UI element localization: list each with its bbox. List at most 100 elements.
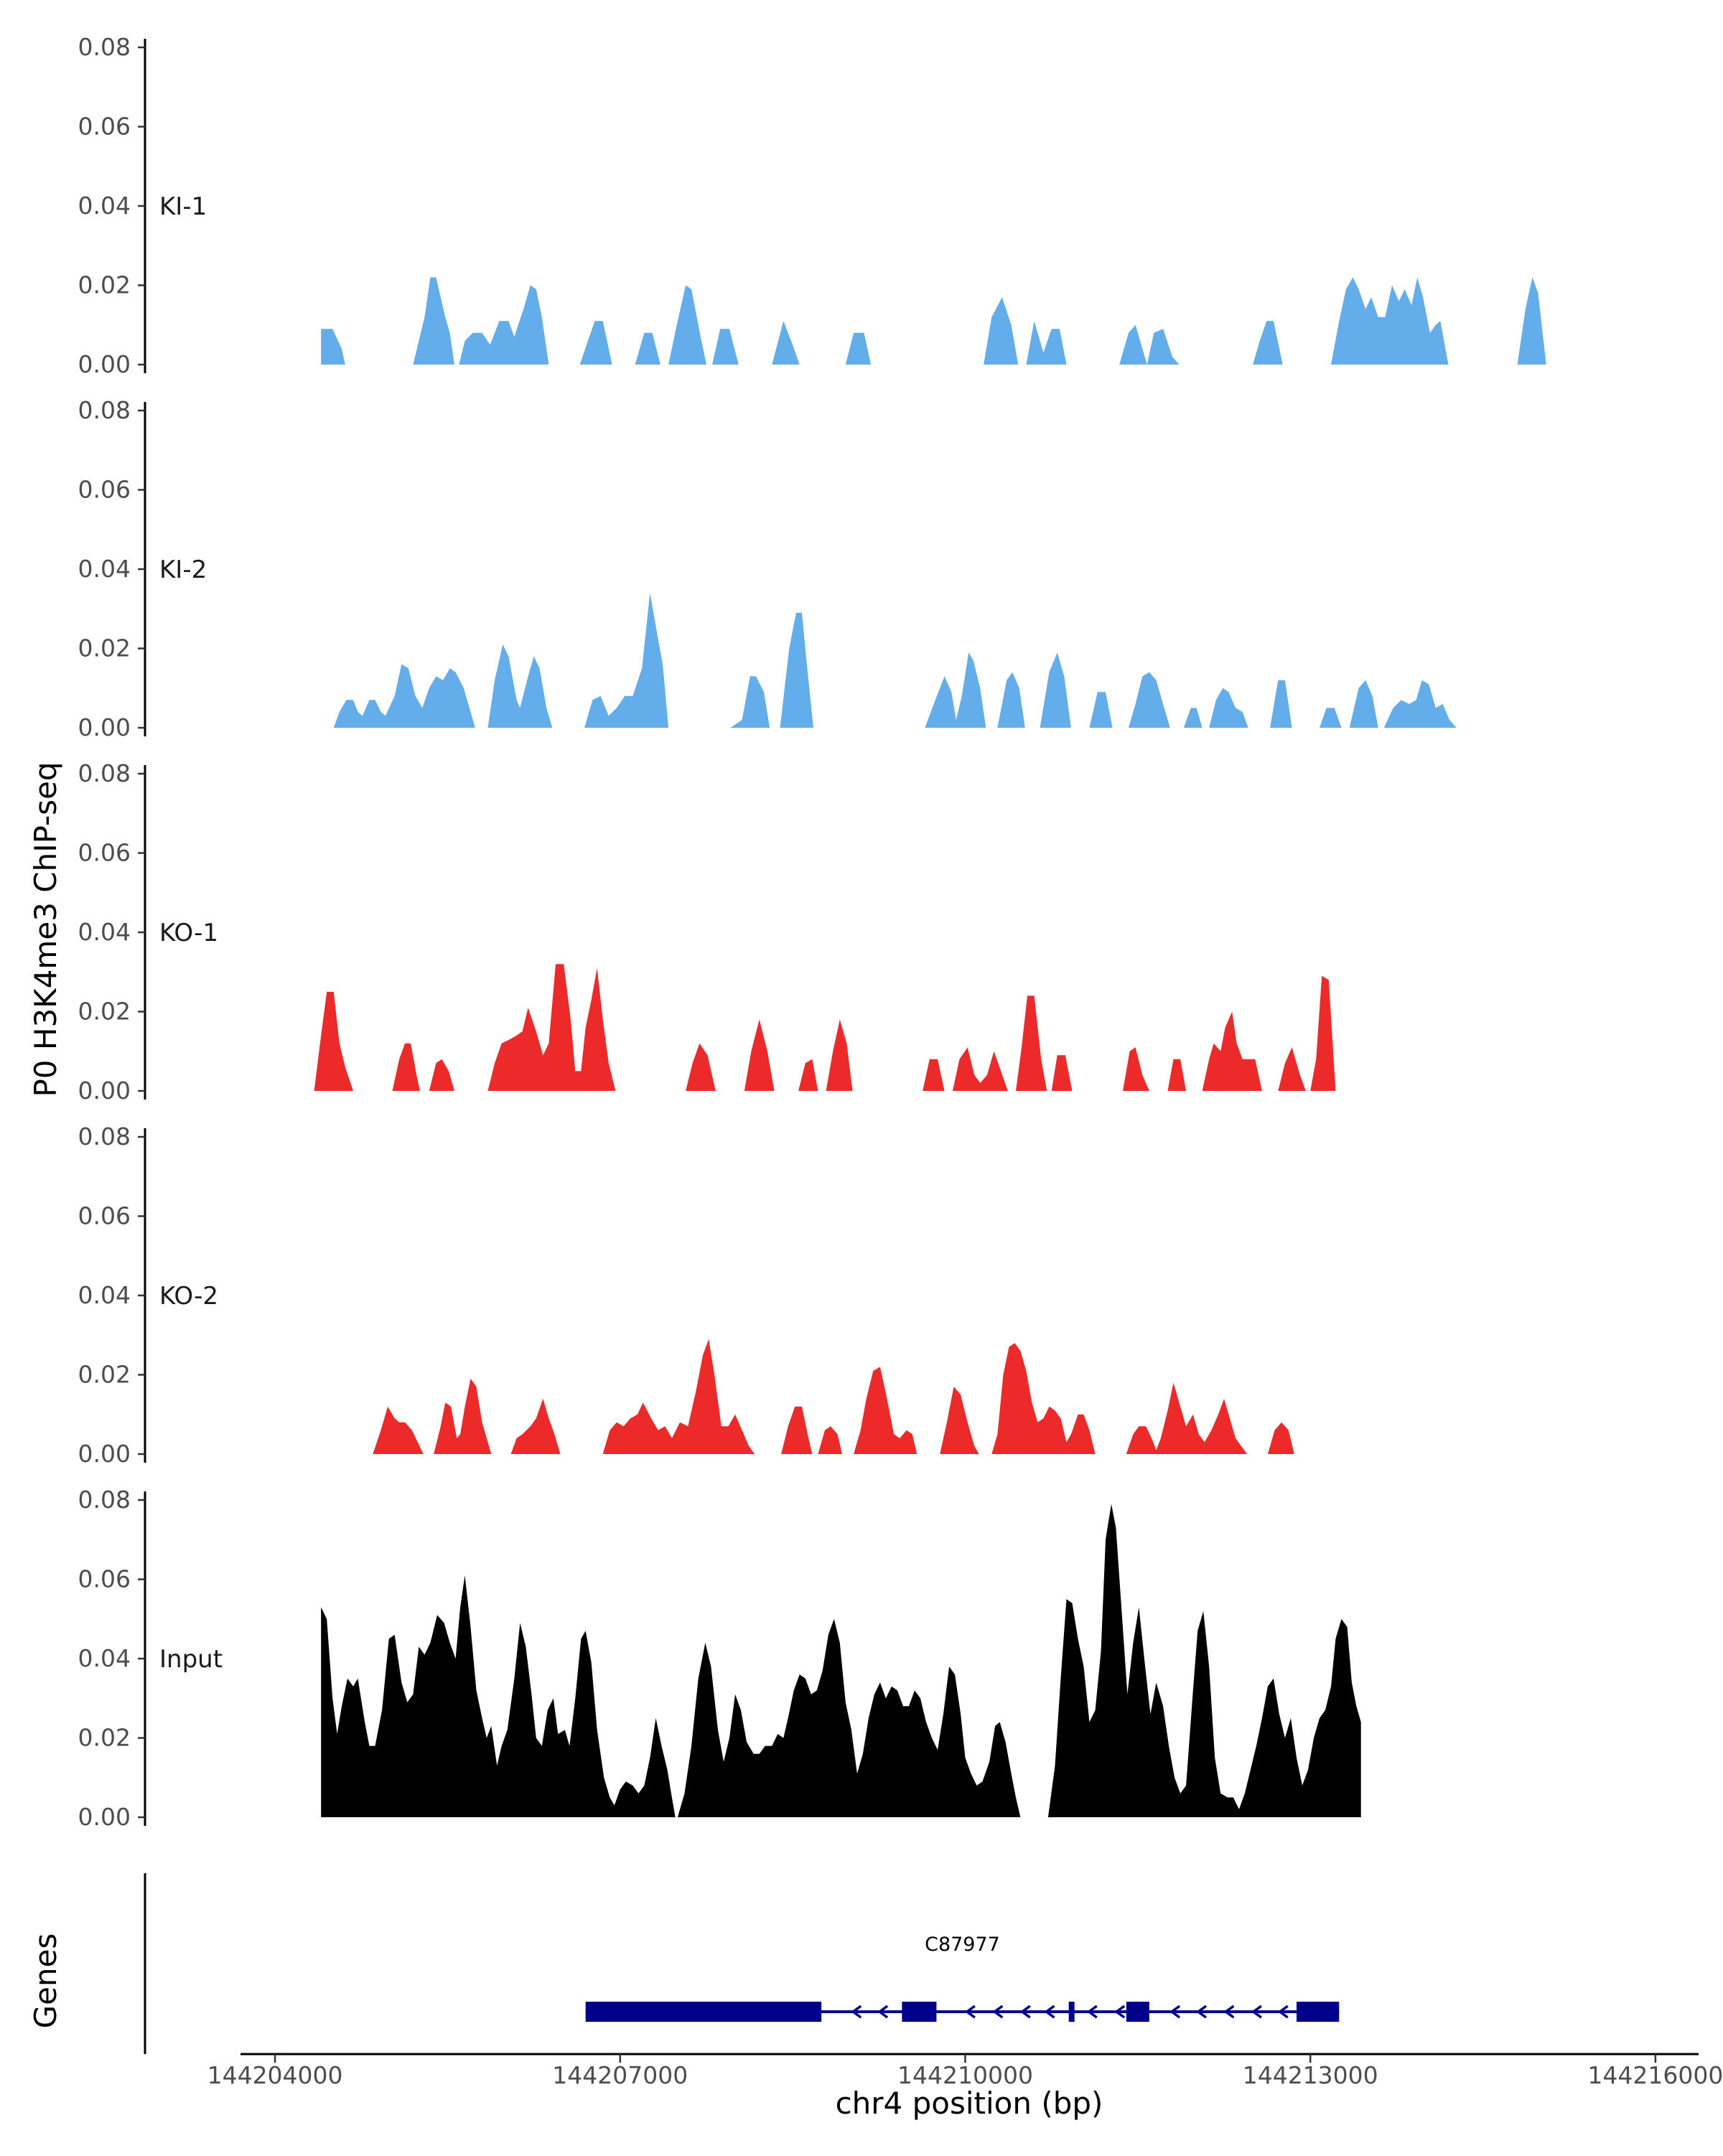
strand-arrow xyxy=(1086,2005,1098,2019)
signal-area xyxy=(1267,1422,1294,1454)
track-input: 0.00 0.02 0.04 0.06 0.08 Input xyxy=(78,1486,1361,1831)
y-tick-label: 0.00 xyxy=(78,713,131,741)
y-tick-label: 0.00 xyxy=(78,1803,131,1831)
y-tick-label: 0.00 xyxy=(78,1077,131,1105)
signal-area xyxy=(510,1398,561,1454)
signal-area xyxy=(984,297,1067,365)
y-tick-label: 0.06 xyxy=(78,476,131,504)
signal-area xyxy=(1209,688,1248,728)
signal-area xyxy=(1047,1504,1361,1817)
gene-exon xyxy=(585,2002,822,2022)
signal-area xyxy=(730,676,770,728)
y-tick-label: 0.06 xyxy=(78,1202,131,1230)
x-axis-title: chr4 position (bp) xyxy=(836,2086,1103,2121)
signal-area xyxy=(413,277,549,365)
signal-area xyxy=(686,1043,716,1091)
signal-area xyxy=(1126,1382,1248,1454)
y-tick-label: 0.02 xyxy=(78,1361,131,1389)
y-tick-label: 0.08 xyxy=(78,396,131,424)
strand-arrow xyxy=(1277,2005,1289,2019)
signal-area xyxy=(772,321,800,365)
signal-area xyxy=(602,1339,755,1454)
gene-exon xyxy=(1126,2002,1149,2022)
track-label: KI-1 xyxy=(159,192,207,221)
signal-area xyxy=(845,332,872,365)
tracks-layer: 0.00 0.02 0.04 0.06 0.08 KI-1 0.00 0.02 0.04 0.06… xyxy=(78,33,1546,1831)
signal-area xyxy=(854,1367,917,1454)
signal-area xyxy=(1202,1011,1262,1091)
signal-area xyxy=(333,664,475,728)
signal-area xyxy=(487,645,553,728)
signal-area xyxy=(1089,692,1113,728)
signal-area xyxy=(373,1406,424,1454)
y-tick-label: 0.04 xyxy=(78,555,131,583)
strand-arrow xyxy=(851,2005,862,2019)
signal-area xyxy=(744,1019,775,1091)
track-ko-1: 0.00 0.02 0.04 0.06 0.08 KO-1 xyxy=(78,759,1336,1105)
y-tick-label: 0.08 xyxy=(78,1486,131,1514)
genes-track-title: Genes xyxy=(28,1934,63,2029)
signal-area xyxy=(1183,708,1203,728)
signal-area xyxy=(487,964,616,1091)
y-tick-label: 0.06 xyxy=(78,113,131,141)
signal-area xyxy=(392,1043,454,1091)
signal-area xyxy=(1167,1059,1187,1091)
y-tick-label: 0.00 xyxy=(78,350,131,378)
signal-area xyxy=(1129,672,1170,728)
signal-area xyxy=(1278,975,1336,1091)
signal-area xyxy=(635,285,739,365)
signal-area xyxy=(940,1387,979,1454)
y-tick-label: 0.06 xyxy=(78,839,131,867)
signal-area xyxy=(1040,652,1071,728)
gene-exon xyxy=(1068,2002,1075,2022)
strand-arrow xyxy=(1114,2005,1126,2019)
signal-area xyxy=(584,593,669,728)
track-label: Input xyxy=(159,1645,223,1674)
x-tick-label: 144216000 xyxy=(1587,2061,1723,2089)
strand-arrow xyxy=(877,2005,889,2019)
gene-layer: C87977 xyxy=(144,1873,1340,2054)
gene-exon xyxy=(1296,2002,1340,2022)
strand-arrow xyxy=(992,2005,1004,2019)
strand-arrow xyxy=(1223,2005,1235,2019)
track-label: KO-1 xyxy=(159,919,218,947)
strand-arrow xyxy=(1044,2005,1055,2019)
y-tick-label: 0.04 xyxy=(78,918,131,946)
y-tick-label: 0.04 xyxy=(78,192,131,220)
signal-area xyxy=(579,321,612,365)
signal-area xyxy=(314,991,353,1091)
strand-arrow xyxy=(1019,2005,1031,2019)
signal-area xyxy=(923,995,1073,1091)
signal-area xyxy=(1123,1047,1149,1091)
signal-area xyxy=(991,1343,1096,1454)
y-tick-label: 0.08 xyxy=(78,33,131,61)
y-tick-label: 0.08 xyxy=(78,759,131,787)
y-tick-label: 0.04 xyxy=(78,1281,131,1309)
x-axis: 144204000 144207000 144210000 144213000 1442… xyxy=(207,2053,1723,2089)
signal-area xyxy=(1270,680,1292,728)
signal-area xyxy=(925,652,986,728)
y-tick-label: 0.00 xyxy=(78,1440,131,1468)
y-tick-label: 0.06 xyxy=(78,1565,131,1593)
gene-exon xyxy=(902,2002,937,2022)
signal-area xyxy=(780,612,813,728)
signal-area xyxy=(321,329,345,365)
gene-name-label: C87977 xyxy=(925,1934,1000,1956)
track-label: KO-2 xyxy=(159,1282,218,1311)
signal-area xyxy=(781,1406,813,1454)
x-tick-label: 144207000 xyxy=(552,2061,688,2089)
signal-area xyxy=(677,1618,1021,1817)
y-tick-label: 0.04 xyxy=(78,1644,131,1672)
signal-area xyxy=(1253,321,1283,365)
strand-arrow xyxy=(1195,2005,1208,2019)
track-ki-2: 0.00 0.02 0.04 0.06 0.08 KI-2 xyxy=(78,396,1457,741)
strand-arrow xyxy=(1169,2005,1181,2019)
signal-area xyxy=(818,1426,842,1454)
x-tick-label: 144210000 xyxy=(897,2061,1033,2089)
track-label: KI-2 xyxy=(159,556,207,584)
x-tick-label: 144204000 xyxy=(207,2061,343,2089)
signal-area xyxy=(1119,324,1180,365)
y-axis-title: P0 H3K4me3 ChIP-seq xyxy=(28,761,63,1097)
strand-arrow xyxy=(964,2005,976,2019)
